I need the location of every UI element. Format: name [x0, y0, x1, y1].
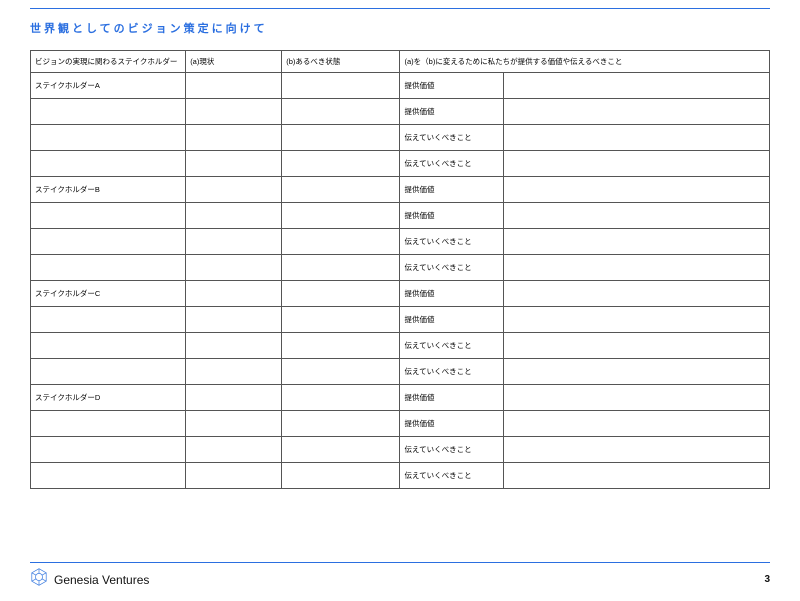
- table-body: ステイクホルダーA 提供価値 提供価値 伝えていくべきこと 伝えていくべきこと: [31, 73, 770, 489]
- row-label: 提供価値: [400, 203, 503, 229]
- col-current: (a)現状: [186, 51, 282, 73]
- row-label: 伝えていくべきこと: [400, 151, 503, 177]
- content: ビジョンの実現に関わるステイクホルダー (a)現状 (b)あるべき状態 (a)を…: [30, 50, 770, 489]
- stakeholder-table: ビジョンの実現に関わるステイクホルダー (a)現状 (b)あるべき状態 (a)を…: [30, 50, 770, 489]
- group-label: ステイクホルダーC: [31, 281, 186, 307]
- group-label: ステイクホルダーA: [31, 73, 186, 99]
- row-label: 伝えていくべきこと: [400, 255, 503, 281]
- table-row: ステイクホルダーD 提供価値: [31, 385, 770, 411]
- group-label: ステイクホルダーB: [31, 177, 186, 203]
- table-row: 伝えていくべきこと: [31, 229, 770, 255]
- table-row: 提供価値: [31, 99, 770, 125]
- table-row: 伝えていくべきこと: [31, 463, 770, 489]
- table-row: 提供価値: [31, 307, 770, 333]
- table-row: ステイクホルダーB 提供価値: [31, 177, 770, 203]
- table-header-row: ビジョンの実現に関わるステイクホルダー (a)現状 (b)あるべき状態 (a)を…: [31, 51, 770, 73]
- top-rule: [30, 8, 770, 9]
- row-label: 提供価値: [400, 177, 503, 203]
- row-label: 提供価値: [400, 411, 503, 437]
- row-label: 伝えていくべきこと: [400, 437, 503, 463]
- row-label: 伝えていくべきこと: [400, 125, 503, 151]
- row-label: 提供価値: [400, 99, 503, 125]
- col-desired: (b)あるべき状態: [282, 51, 400, 73]
- brand: Genesia Ventures: [30, 568, 149, 591]
- table-row: 伝えていくべきこと: [31, 151, 770, 177]
- row-label: 提供価値: [400, 385, 503, 411]
- table-row: 伝えていくべきこと: [31, 255, 770, 281]
- group-label: ステイクホルダーD: [31, 385, 186, 411]
- bottom-rule: [30, 562, 770, 563]
- brand-logo-icon: [30, 568, 48, 591]
- table-row: 伝えていくべきこと: [31, 359, 770, 385]
- table-row: 伝えていくべきこと: [31, 333, 770, 359]
- row-label: 伝えていくべきこと: [400, 229, 503, 255]
- row-label: 伝えていくべきこと: [400, 333, 503, 359]
- table-row: ステイクホルダーC 提供価値: [31, 281, 770, 307]
- row-label: 伝えていくべきこと: [400, 359, 503, 385]
- row-label: 伝えていくべきこと: [400, 463, 503, 489]
- col-stakeholder: ビジョンの実現に関わるステイクホルダー: [31, 51, 186, 73]
- row-label: 提供価値: [400, 73, 503, 99]
- row-label: 提供価値: [400, 307, 503, 333]
- table-row: ステイクホルダーA 提供価値: [31, 73, 770, 99]
- brand-name: Genesia Ventures: [54, 573, 149, 587]
- table-row: 提供価値: [31, 203, 770, 229]
- footer: Genesia Ventures 3: [30, 568, 770, 591]
- table-row: 伝えていくべきこと: [31, 125, 770, 151]
- page-number: 3: [764, 574, 770, 585]
- table-row: 伝えていくべきこと: [31, 437, 770, 463]
- row-label: 提供価値: [400, 281, 503, 307]
- table-row: 提供価値: [31, 411, 770, 437]
- page-title: 世界観としてのビジョン策定に向けて: [30, 20, 268, 36]
- col-provide: (a)を（b)に変えるために私たちが提供する価値や伝えるべきこと: [400, 51, 770, 73]
